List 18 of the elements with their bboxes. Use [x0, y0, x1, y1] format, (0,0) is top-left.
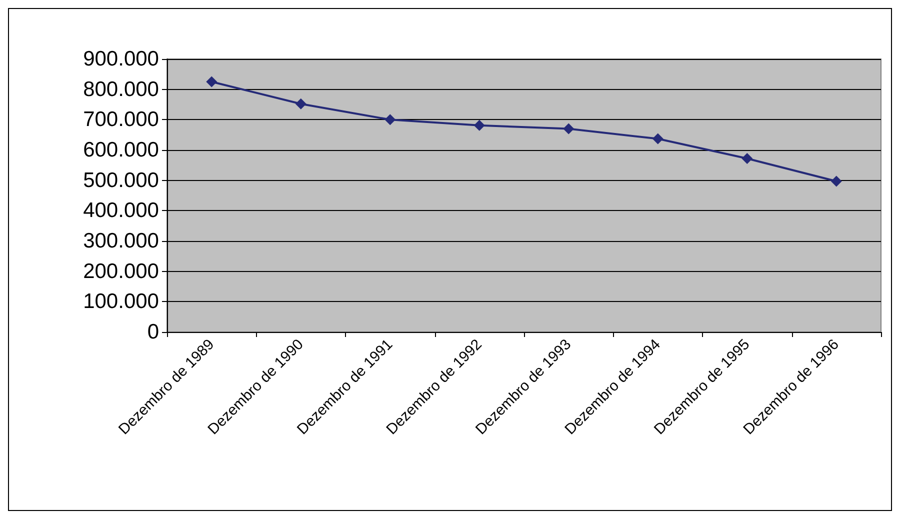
y-tick-label: 400.000: [83, 199, 159, 222]
y-tick-label: 300.000: [83, 230, 159, 252]
point: [295, 98, 306, 110]
y-tick-label: 100.000: [83, 290, 159, 314]
y-tick-label: 800.000: [83, 78, 159, 101]
y-tick-label: 500.000: [83, 168, 159, 192]
y-tick-label: 600.000: [83, 138, 159, 162]
point: [652, 133, 664, 144]
point: [384, 114, 396, 126]
point: [742, 152, 753, 164]
y-tick-label: 0: [147, 320, 159, 344]
y-tick-label: 700.000: [83, 108, 159, 132]
point: [474, 120, 485, 131]
point: [206, 76, 218, 88]
y-tick-label: 900.000: [83, 48, 159, 70]
point: [830, 176, 842, 187]
y-tick-label: 200.000: [83, 260, 159, 283]
point: [563, 123, 574, 134]
